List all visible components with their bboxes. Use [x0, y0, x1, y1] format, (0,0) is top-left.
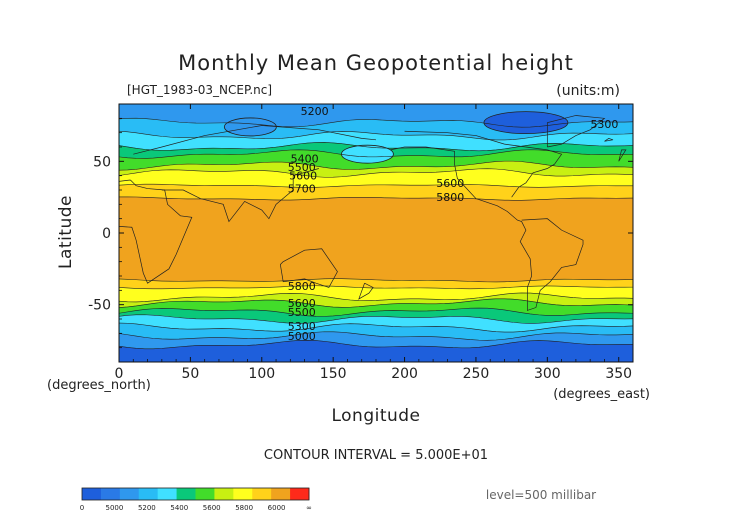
coastline — [618, 149, 627, 162]
colorbar-frame — [81, 487, 310, 501]
x-axis-units: (degrees_east) — [553, 387, 650, 402]
contour-line — [119, 307, 633, 317]
x-tick-label: 100 — [248, 366, 275, 382]
colorbar-swatch — [157, 488, 177, 500]
colorbar-swatch — [233, 488, 253, 500]
y-axis-units: (degrees_north) — [47, 378, 151, 393]
y-tick-label: -50 — [88, 298, 111, 314]
colorbar: 0 5000 5200 5400 5600 5800 6000 ∞ — [80, 487, 312, 512]
colorbar-swatch — [290, 488, 310, 500]
contour-line — [119, 285, 633, 290]
contour-label: 5800 — [436, 191, 464, 204]
filled-contour-bands — [119, 104, 633, 362]
colorbar-swatch — [195, 488, 215, 500]
plot-area — [119, 104, 633, 362]
contour-line — [119, 331, 633, 341]
x-tick-label: 250 — [463, 366, 490, 382]
contour-label: 5600 — [289, 170, 317, 183]
colorbar-swatch — [271, 488, 291, 500]
chart-title: Monthly Mean Geopotential height — [178, 51, 574, 75]
colorbar-swatch — [138, 488, 159, 500]
contour-line — [119, 149, 633, 159]
low-center — [483, 111, 569, 135]
colorbar-label: 5600 — [203, 504, 221, 512]
level-text: level=500 millibar — [486, 488, 596, 502]
contour-line — [119, 183, 633, 188]
coastline — [604, 138, 614, 142]
coastline — [358, 282, 374, 300]
coastline — [404, 130, 563, 198]
colorbar-label: 5800 — [235, 504, 253, 512]
colorbar-label: 5400 — [170, 504, 188, 512]
contour-line — [119, 196, 633, 201]
y-tick-label: 50 — [93, 154, 111, 170]
colorbar-label: 6000 — [268, 504, 286, 512]
x-tick-label: 150 — [320, 366, 347, 382]
y-tick-label: 0 — [102, 226, 111, 242]
x-tick-label: 350 — [605, 366, 632, 382]
low-center — [223, 117, 277, 137]
units-label: (units:m) — [556, 83, 620, 99]
x-axis-title: Longitude — [331, 406, 420, 426]
low-pressure-centers — [223, 111, 569, 164]
contour-line — [119, 339, 633, 350]
contour-line — [119, 160, 633, 171]
coastline — [546, 115, 606, 148]
colorbar-swatch — [82, 488, 102, 500]
contour-interval-text: CONTOUR INTERVAL = 5.000E+01 — [264, 448, 488, 463]
coastline — [390, 146, 584, 311]
coastline — [161, 168, 319, 223]
contour-label: 5800 — [288, 280, 316, 293]
contour-line — [119, 278, 633, 283]
colorbar-label: 0 — [80, 504, 84, 512]
contour-line — [119, 314, 633, 324]
contour-label: 5600 — [288, 297, 316, 310]
coastline-outlines — [119, 115, 627, 311]
colorbar-label: 5000 — [106, 504, 124, 512]
contour-label: 5200 — [301, 105, 329, 118]
coastline — [279, 248, 338, 288]
contour-label: 5500 — [288, 161, 316, 174]
dataset-label: [HGT_1983-03_NCEP.nc] — [127, 83, 272, 97]
contour-label: 5000 — [288, 330, 316, 343]
contour-line — [119, 322, 633, 333]
x-tick-label: 200 — [391, 366, 418, 382]
y-axis-title: Latitude — [56, 195, 76, 269]
contour-label: 5400 — [291, 152, 319, 165]
colorbar-label: ∞ — [306, 504, 312, 512]
contour-band — [119, 196, 633, 283]
colorbar-swatch — [100, 488, 121, 500]
coastline — [133, 125, 377, 155]
colorbar-swatch — [119, 488, 140, 500]
colorbar-swatch — [176, 488, 196, 500]
contour-line — [119, 292, 633, 303]
axes: 0 50 100 150 200 250 300 350 -50 0 50 — [88, 104, 633, 382]
colorbar-label: 5200 — [138, 504, 156, 512]
colorbar-swatch — [252, 488, 272, 500]
colorbar-swatch — [214, 488, 234, 500]
contour-label: 5300 — [288, 320, 316, 333]
contour-line — [119, 168, 633, 178]
contour-line — [119, 298, 633, 308]
contour-label: 5600 — [436, 177, 464, 190]
x-tick-label: 50 — [181, 366, 199, 382]
contour-label: 5700 — [288, 183, 316, 196]
x-tick-label: 300 — [534, 366, 561, 382]
contour-label: 5300 — [590, 118, 618, 131]
contour-label: 5500 — [288, 306, 316, 319]
x-tick-label: 0 — [115, 366, 124, 382]
